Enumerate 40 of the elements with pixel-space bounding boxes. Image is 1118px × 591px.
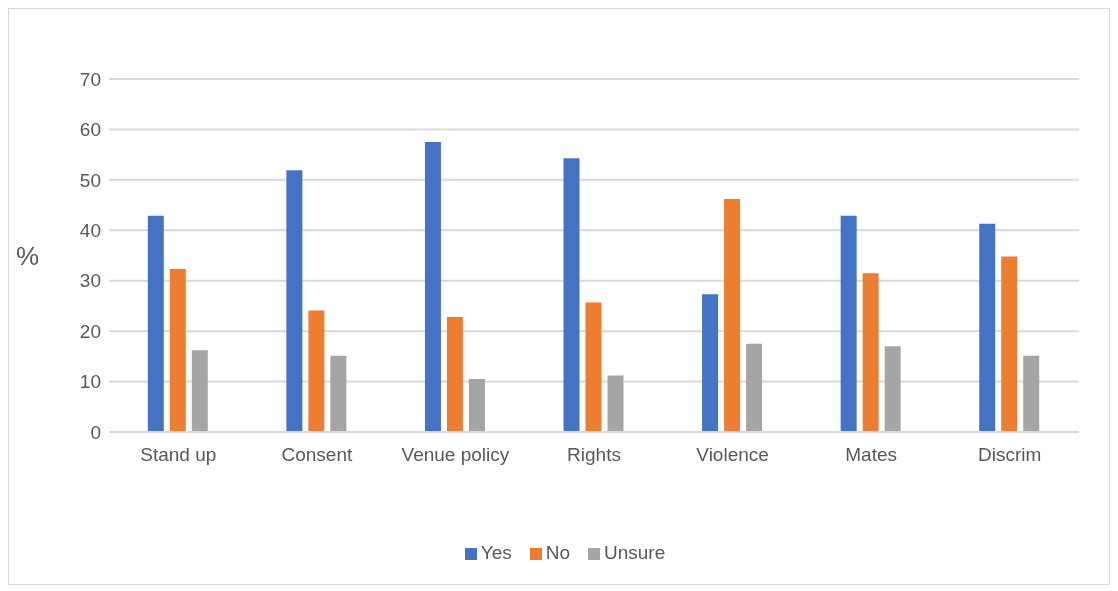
bar: [424, 142, 441, 432]
bar: [330, 355, 347, 432]
x-tick-label: Mates: [845, 444, 898, 466]
y-tick-label: 10: [79, 371, 101, 393]
y-tick-label: 50: [79, 169, 101, 191]
bar: [446, 317, 463, 432]
x-tick-label: Discrim: [978, 444, 1042, 466]
bar: [979, 223, 996, 432]
x-tick-label: Rights: [567, 444, 621, 466]
bar: [308, 310, 325, 432]
legend-label: Yes: [480, 542, 512, 563]
bar: [191, 350, 208, 432]
bar: [702, 294, 719, 432]
y-tick-label: 0: [90, 421, 101, 443]
y-tick-label: 60: [79, 119, 101, 141]
legend-label: Unsure: [604, 542, 666, 563]
x-tick-label: Stand up: [140, 444, 217, 466]
bar: [468, 379, 485, 432]
bar: [563, 158, 580, 432]
x-tick-label: Venue policy: [401, 444, 510, 466]
y-tick-label: 20: [79, 320, 101, 342]
bar: [286, 170, 303, 432]
x-tick-label: Violence: [696, 444, 769, 466]
bar: [1001, 256, 1018, 432]
bar: [607, 375, 624, 432]
bar: [840, 215, 857, 432]
bar: [169, 269, 186, 432]
bar: [1023, 355, 1040, 432]
bar: [585, 302, 602, 432]
y-tick-label: 40: [79, 220, 101, 242]
y-axis-title: %: [15, 240, 39, 271]
bar: [884, 346, 901, 432]
bar: [746, 343, 763, 432]
y-tick-label: 30: [79, 270, 101, 292]
legend-label: No: [545, 542, 571, 563]
y-tick-label: 70: [79, 68, 101, 90]
bar: [147, 215, 164, 432]
bar: [724, 199, 741, 432]
x-tick-label: Consent: [281, 444, 353, 466]
bar: [862, 273, 879, 432]
